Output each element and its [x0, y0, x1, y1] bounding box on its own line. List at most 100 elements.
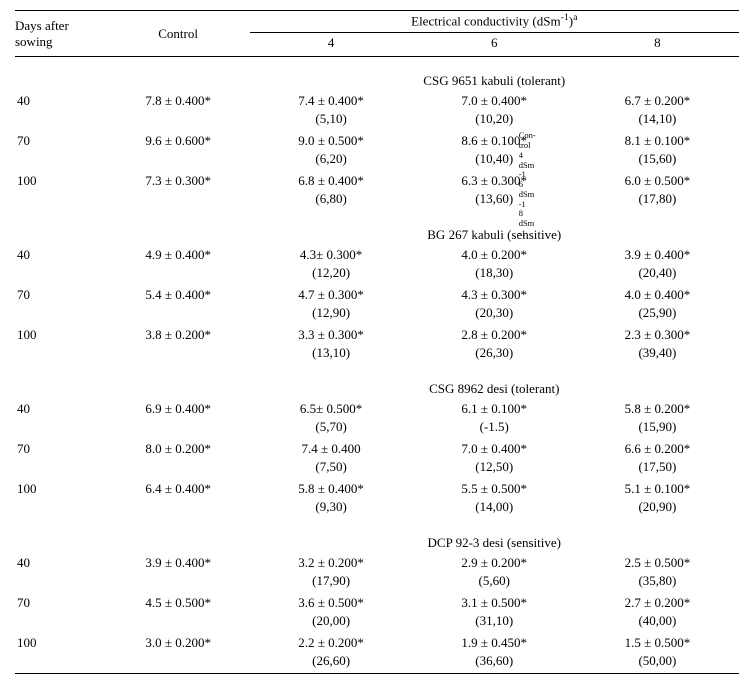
ec4-pct: (5,10) [250, 110, 413, 131]
ec8-value: 1.5 ± 0.500* [576, 633, 739, 652]
control-cell: 5.4 ± 0.400* [107, 285, 250, 325]
header-ec8: 8 [576, 33, 739, 56]
header-days: Days after sowing [15, 11, 107, 56]
day-cell: 100 [15, 171, 107, 211]
ec8-value: 8.1 ± 0.100* [576, 131, 739, 150]
day-cell: 40 [15, 91, 107, 131]
ec8-pct: (15,60) [576, 150, 739, 171]
ec8-pct: (35,80) [576, 572, 739, 593]
table-row: 406.9 ± 0.400*6.5± 0.500*6.1 ± 0.100*5.8… [15, 399, 739, 418]
control-cell: 7.8 ± 0.400* [107, 91, 250, 131]
group-header-spacer [15, 211, 107, 245]
group-title: DCP 92-3 desi (sensitive) [250, 519, 739, 553]
group-header-spacer [15, 57, 107, 91]
ec8-pct: (15,90) [576, 418, 739, 439]
ec6-value: 8.6 ± 0.100*Con-trol4dSm-16dSm-18dSm-1 [413, 131, 576, 150]
table-row: 1003.0 ± 0.200*2.2 ± 0.200*1.9 ± 0.450*1… [15, 633, 739, 652]
ec6-value: 7.0 ± 0.400* [413, 91, 576, 110]
header-ec-group: Electrical conductivity (dSm-1)a [250, 11, 739, 32]
ec8-value: 2.3 ± 0.300* [576, 325, 739, 344]
ec8-pct: (14,10) [576, 110, 739, 131]
table-row: 407.8 ± 0.400*7.4 ± 0.400*7.0 ± 0.400*6.… [15, 91, 739, 110]
control-cell: 4.9 ± 0.400* [107, 245, 250, 285]
ec4-value: 3.3 ± 0.300* [250, 325, 413, 344]
ec4-pct: (17,90) [250, 572, 413, 593]
ec6-pct: (31,10) [413, 612, 576, 633]
ec8-pct: (20,40) [576, 264, 739, 285]
ec6-pct: (20,30) [413, 304, 576, 325]
legend-line: -1 [519, 229, 559, 239]
day-cell: 70 [15, 439, 107, 479]
ec8-value: 6.7 ± 0.200* [576, 91, 739, 110]
header-control-text: Control [158, 26, 198, 41]
ec8-pct: (39,40) [576, 344, 739, 365]
day-cell: 100 [15, 325, 107, 365]
day-cell: 100 [15, 479, 107, 519]
control-cell: 9.6 ± 0.600* [107, 131, 250, 171]
ec6-value: 5.5 ± 0.500* [413, 479, 576, 498]
header-ec4: 4 [250, 33, 413, 56]
group-header-spacer [107, 57, 250, 91]
table-row: 709.6 ± 0.600*9.0 ± 0.500*8.6 ± 0.100*Co… [15, 131, 739, 150]
table-row: 403.9 ± 0.400*3.2 ± 0.200*2.9 ± 0.200*2.… [15, 553, 739, 572]
ec4-value: 7.4 ± 0.400 [250, 439, 413, 458]
ec6-value: 2.8 ± 0.200* [413, 325, 576, 344]
legend-overlay: Con-trol4dSm-16dSm-18dSm-1 [519, 131, 559, 238]
ec4-value: 5.8 ± 0.400* [250, 479, 413, 498]
ec6-pct: (36,60) [413, 652, 576, 673]
ec6-value: 4.3 ± 0.300* [413, 285, 576, 304]
day-cell: 70 [15, 285, 107, 325]
ec4-value: 2.2 ± 0.200* [250, 633, 413, 652]
ec8-value: 5.1 ± 0.100* [576, 479, 739, 498]
ec4-value: 3.2 ± 0.200* [250, 553, 413, 572]
bottom-rule [15, 673, 739, 674]
header-ec-pre: Electrical conductivity (dSm [411, 13, 560, 28]
ec4-pct: (20,00) [250, 612, 413, 633]
legend-line: trol [519, 141, 559, 151]
control-cell: 8.0 ± 0.200* [107, 439, 250, 479]
data-table: Days after sowing Control Electrical con… [15, 10, 739, 674]
ec8-pct: (40,00) [576, 612, 739, 633]
ec4-value: 4.7 ± 0.300* [250, 285, 413, 304]
ec6-pct: (-1.5) [413, 418, 576, 439]
ec4-pct: (7,50) [250, 458, 413, 479]
control-cell: 6.4 ± 0.400* [107, 479, 250, 519]
table-row: 404.9 ± 0.400*4.3± 0.300*4.0 ± 0.200*3.9… [15, 245, 739, 264]
control-cell: 6.9 ± 0.400* [107, 399, 250, 439]
ec6-pct: (18,30) [413, 264, 576, 285]
ec4-value: 3.6 ± 0.500* [250, 593, 413, 612]
day-cell: 70 [15, 593, 107, 633]
group-header-spacer [107, 365, 250, 399]
control-cell: 7.3 ± 0.300* [107, 171, 250, 211]
group-title: CSG 8962 desi (tolerant) [250, 365, 739, 399]
day-cell: 100 [15, 633, 107, 673]
ec8-value: 4.0 ± 0.400* [576, 285, 739, 304]
ec6-pct: (10,20) [413, 110, 576, 131]
table-row: 708.0 ± 0.200*7.4 ± 0.4007.0 ± 0.400*6.6… [15, 439, 739, 458]
group-header-spacer [15, 519, 107, 553]
ec8-pct: (17,50) [576, 458, 739, 479]
ec6-value: 3.1 ± 0.500* [413, 593, 576, 612]
header-days-text: Days after sowing [15, 18, 69, 49]
group-title: BG 267 kabuli (sensitive) [250, 211, 739, 245]
table-row: 1007.3 ± 0.300*6.8 ± 0.400*6.3 ± 0.300*6… [15, 171, 739, 190]
group-header-row: BG 267 kabuli (sensitive) [15, 211, 739, 245]
ec6-value: 7.0 ± 0.400* [413, 439, 576, 458]
ec6-value: 1.9 ± 0.450* [413, 633, 576, 652]
table-row: 704.5 ± 0.500*3.6 ± 0.500*3.1 ± 0.500*2.… [15, 593, 739, 612]
ec8-value: 6.0 ± 0.500* [576, 171, 739, 190]
group-header-row: DCP 92-3 desi (sensitive) [15, 519, 739, 553]
group-header-spacer [15, 365, 107, 399]
ec4-pct: (12,20) [250, 264, 413, 285]
header-ec-sup: -1 [561, 12, 569, 23]
header-ec-a: a [573, 12, 577, 23]
ec8-pct: (20,90) [576, 498, 739, 519]
ec4-value: 7.4 ± 0.400* [250, 91, 413, 110]
day-cell: 40 [15, 553, 107, 593]
legend-line: -1 [519, 170, 559, 180]
ec4-value: 4.3± 0.300* [250, 245, 413, 264]
table: Days after sowing Control Electrical con… [15, 11, 739, 673]
ec4-pct: (6,20) [250, 150, 413, 171]
ec8-value: 3.9 ± 0.400* [576, 245, 739, 264]
table-row: 705.4 ± 0.400*4.7 ± 0.300*4.3 ± 0.300*4.… [15, 285, 739, 304]
